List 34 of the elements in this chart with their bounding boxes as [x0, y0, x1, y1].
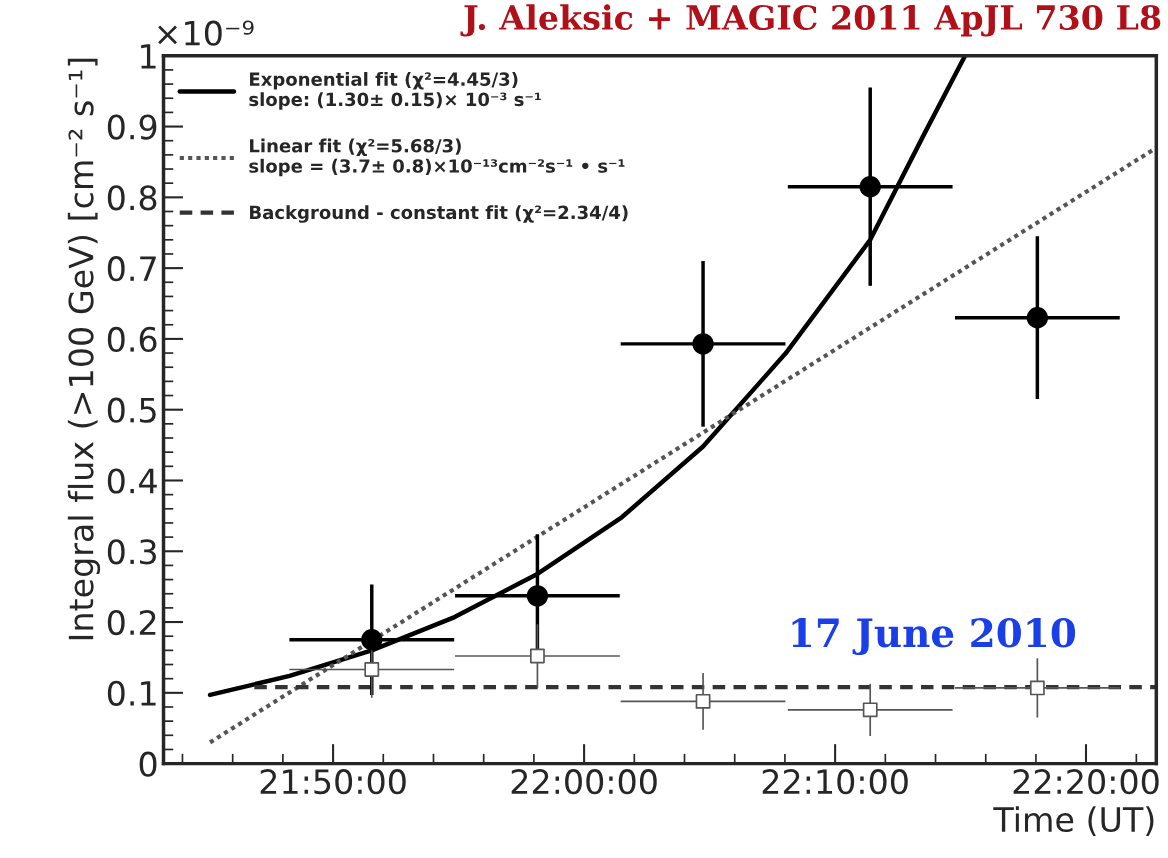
- x-tick-label: 21:50:00: [260, 769, 406, 795]
- x-tick-label: 22:20:00: [1013, 769, 1159, 795]
- annotation: 17 June 2010: [792, 618, 1076, 656]
- y-tick-label: 0.7: [107, 256, 156, 282]
- y-tick-label: 0.9: [107, 114, 157, 140]
- y-axis-title: Integral flux (>100 GeV) [cm⁻² s⁻¹]: [67, 58, 101, 640]
- point: [361, 629, 383, 651]
- chart-title: J. Aleksic + MAGIC 2011 ApJL 730 L8: [460, 4, 1161, 37]
- point: [364, 662, 380, 677]
- point: [695, 693, 711, 709]
- y-tick-label: 0.5: [107, 397, 156, 423]
- legend-label: Linear fit (χ²=5.68/3) slope = (3.7± 0.8)×10⁻¹³cm⁻²s⁻¹ • s⁻¹: [249, 138, 625, 177]
- y-tick-label: 0.6: [107, 326, 157, 353]
- y-tick-label: 0: [139, 751, 157, 777]
- x-tick-label: 22:10:00: [762, 769, 908, 795]
- y-tick-label: 0.4: [107, 468, 157, 494]
- point: [692, 333, 714, 355]
- x-tick-label: 22:00:00: [511, 769, 657, 795]
- point: [526, 585, 549, 607]
- y-tick-label: 0.1: [107, 680, 156, 706]
- point: [1029, 680, 1045, 696]
- point: [529, 648, 545, 664]
- line-series: [207, 55, 968, 698]
- legend-label: Background - constant fit (χ²=2.34/4): [250, 205, 628, 223]
- point: [859, 176, 881, 198]
- point: [862, 702, 878, 718]
- y-tick-label: 1: [141, 44, 156, 69]
- point: [1026, 307, 1049, 329]
- text: ×10⁻⁹: [158, 20, 254, 46]
- y-tick-label: 0.3: [107, 539, 156, 565]
- y-tick-label: 0.2: [107, 609, 156, 636]
- y-tick-label: 0.8: [107, 185, 157, 211]
- x-axis-title: Time (UT): [993, 806, 1154, 837]
- legend-label: Exponential fit (χ²=4.45/3) slope: (1.30± 0.15)× 10⁻³ s⁻¹: [249, 72, 541, 110]
